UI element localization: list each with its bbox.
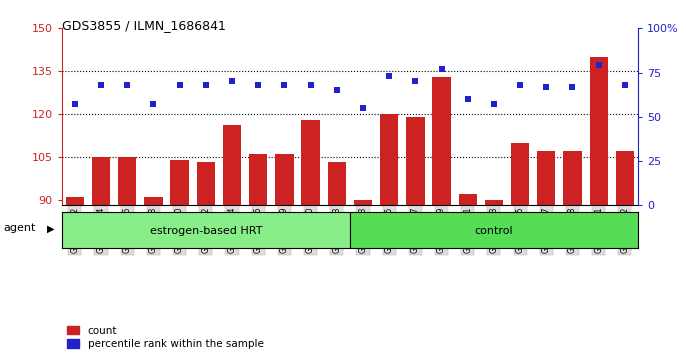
Text: estrogen-based HRT: estrogen-based HRT [150, 226, 262, 236]
Text: control: control [475, 226, 513, 236]
Bar [301, 120, 320, 205]
Bar [511, 143, 530, 205]
Bar [223, 125, 241, 205]
Bar [485, 200, 503, 205]
Point [436, 66, 447, 72]
Bar [406, 117, 425, 205]
Point [567, 84, 578, 90]
Bar [249, 154, 268, 205]
Point [69, 102, 80, 107]
Point [410, 79, 421, 84]
Bar [350, 212, 638, 248]
Point [462, 96, 473, 102]
Point [279, 82, 290, 88]
Bar [328, 162, 346, 205]
Bar [62, 212, 350, 248]
Point [305, 82, 316, 88]
Point [121, 82, 132, 88]
Bar [144, 197, 163, 205]
Point [174, 82, 185, 88]
Text: ▶: ▶ [47, 223, 54, 233]
Bar [380, 114, 399, 205]
Bar [537, 151, 556, 205]
Point [252, 82, 263, 88]
Bar [275, 154, 294, 205]
Bar [170, 160, 189, 205]
Bar [66, 197, 84, 205]
Point [541, 84, 552, 90]
Bar [616, 151, 634, 205]
Point [357, 105, 368, 111]
Bar [92, 157, 110, 205]
Point [619, 82, 630, 88]
Bar [118, 157, 137, 205]
Point [95, 82, 106, 88]
Bar [563, 151, 582, 205]
Point [593, 63, 604, 68]
Bar [197, 162, 215, 205]
Point [331, 87, 342, 93]
Text: GDS3855 / ILMN_1686841: GDS3855 / ILMN_1686841 [62, 19, 226, 33]
Bar [432, 77, 451, 205]
Text: agent: agent [3, 223, 36, 233]
Point [514, 82, 525, 88]
Point [226, 79, 237, 84]
Bar [458, 194, 477, 205]
Bar [589, 57, 608, 205]
Bar [354, 200, 372, 205]
Point [148, 102, 159, 107]
Point [488, 102, 499, 107]
Point [200, 82, 211, 88]
Point [383, 73, 394, 79]
Legend: count, percentile rank within the sample: count, percentile rank within the sample [67, 326, 263, 349]
